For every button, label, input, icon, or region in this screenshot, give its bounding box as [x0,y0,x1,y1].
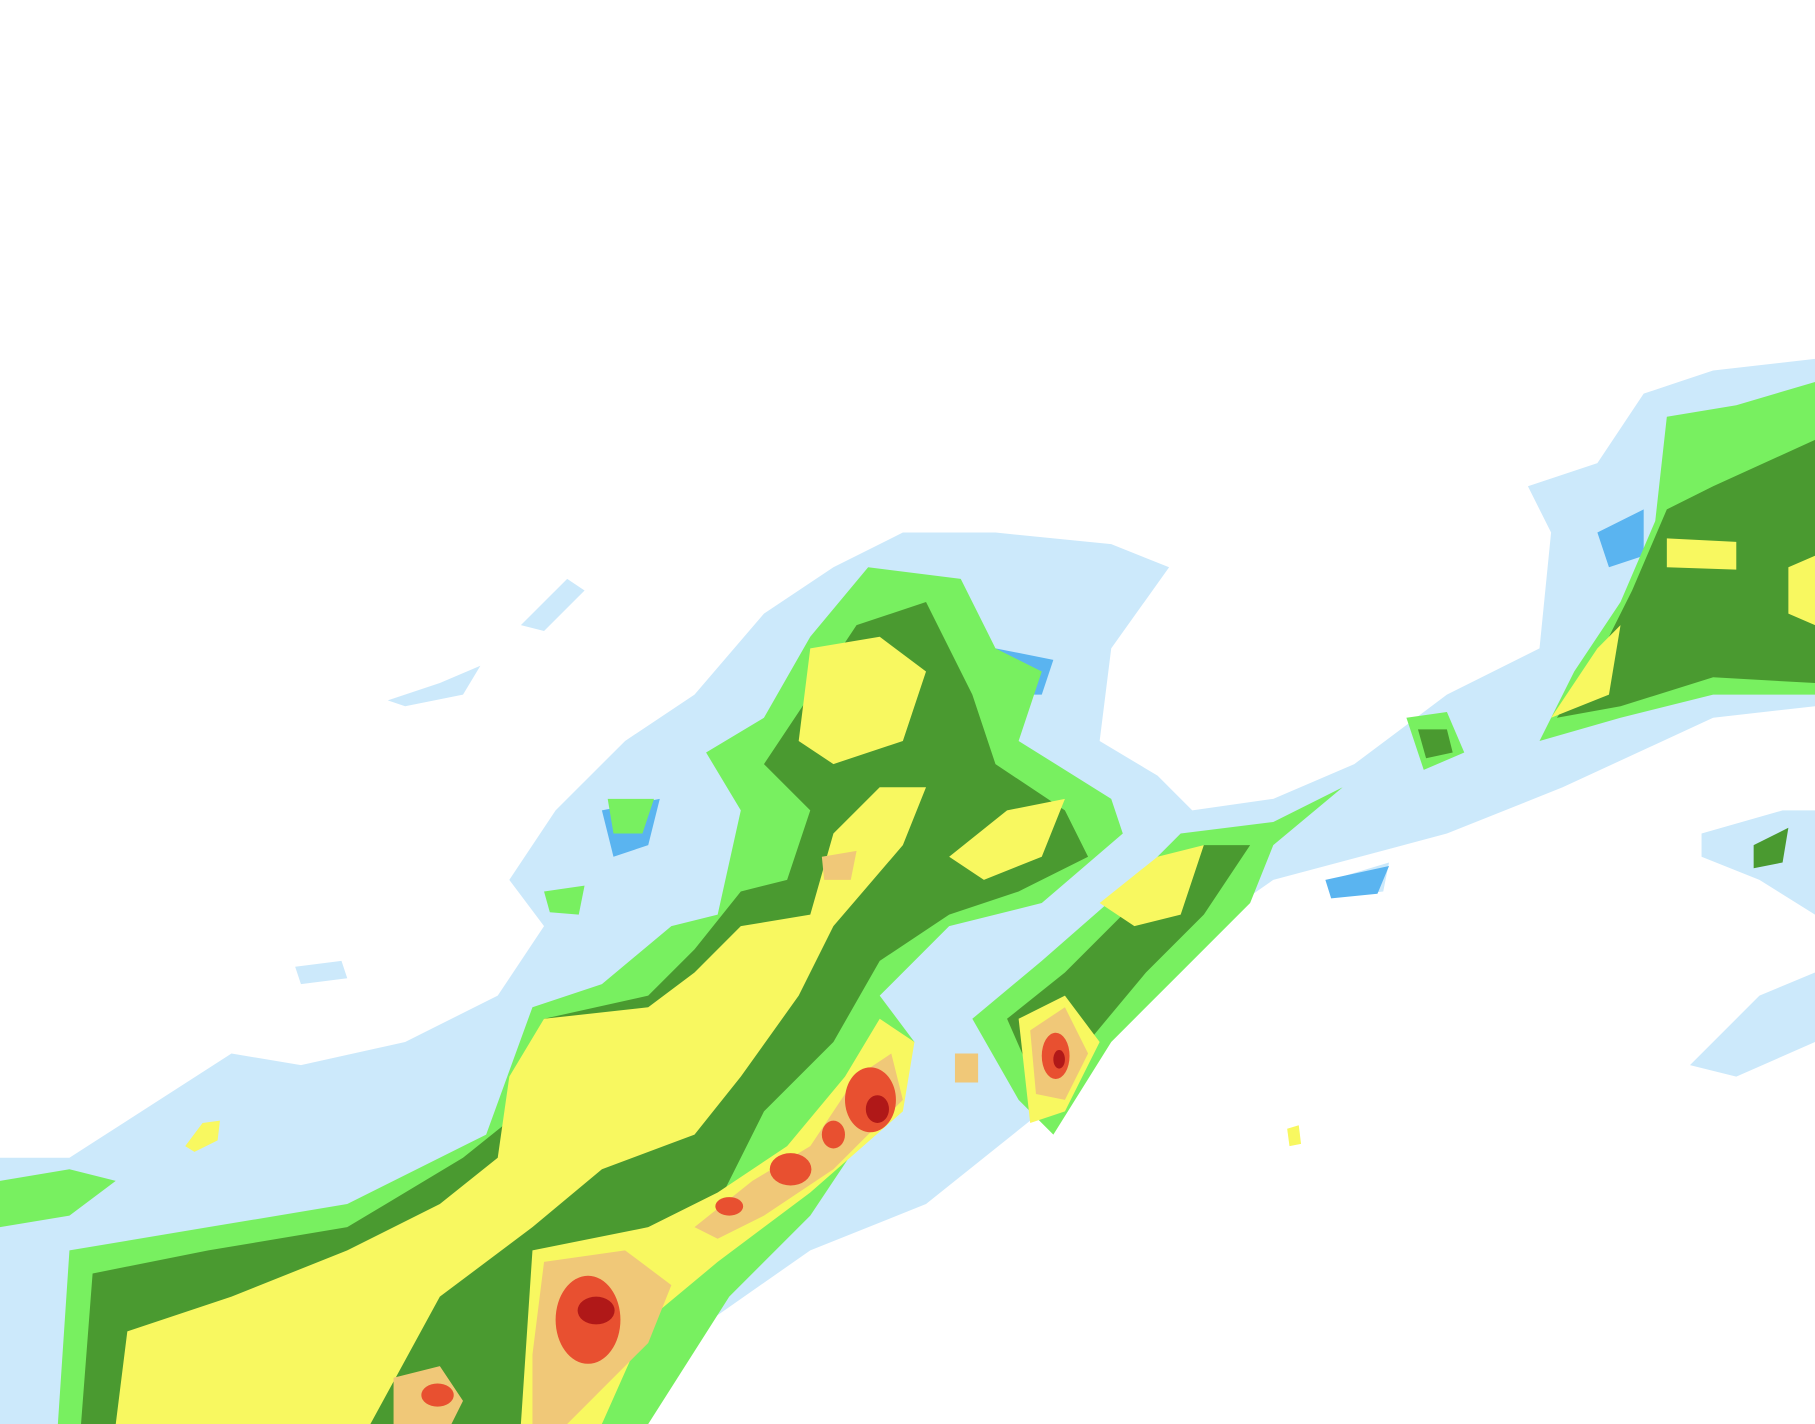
level-extreme [577,1050,1065,1325]
